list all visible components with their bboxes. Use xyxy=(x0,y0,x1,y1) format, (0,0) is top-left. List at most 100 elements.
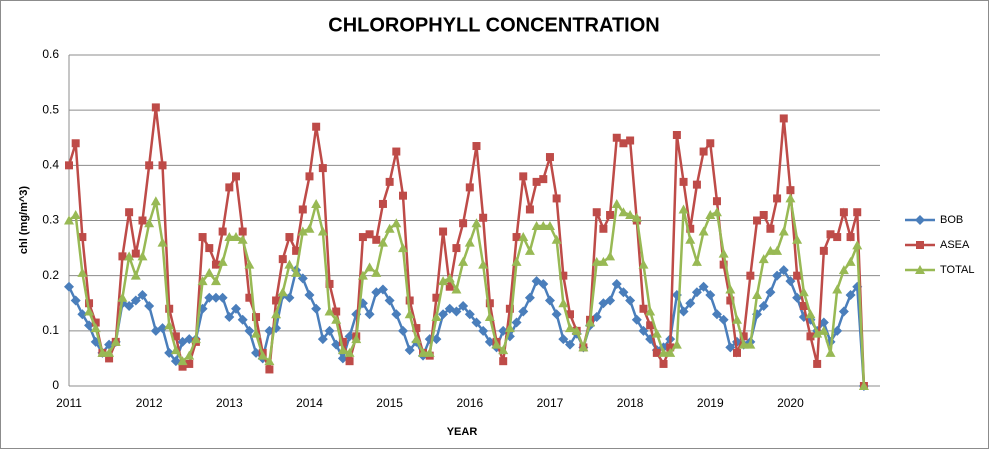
point-marker xyxy=(145,161,154,170)
point-marker xyxy=(479,213,488,222)
point-marker xyxy=(317,334,328,345)
point-marker xyxy=(178,362,187,371)
point-marker xyxy=(338,337,347,346)
point-marker xyxy=(705,209,716,219)
point-marker xyxy=(645,306,656,316)
point-marker xyxy=(611,198,622,208)
point-marker xyxy=(826,230,835,239)
point-marker xyxy=(504,323,515,333)
legend-label: TOTAL xyxy=(940,264,974,276)
point-marker xyxy=(399,191,407,200)
point-marker xyxy=(377,284,388,295)
x-tick-label: 2019 xyxy=(697,396,724,410)
point-marker xyxy=(471,218,482,228)
point-marker xyxy=(691,256,702,266)
point-marker xyxy=(745,339,756,349)
point-marker xyxy=(177,356,188,366)
point-marker xyxy=(732,314,742,324)
point-marker xyxy=(699,147,708,156)
point-marker xyxy=(277,287,288,297)
point-marker xyxy=(785,276,796,287)
point-marker xyxy=(524,292,535,303)
x-tick-label: 2018 xyxy=(617,396,644,410)
point-marker xyxy=(325,279,334,288)
point-marker xyxy=(218,227,227,236)
point-marker xyxy=(439,227,448,236)
point-marker xyxy=(551,234,562,244)
point-marker xyxy=(278,255,287,264)
point-marker xyxy=(184,350,195,360)
point-marker xyxy=(237,314,248,325)
point-marker xyxy=(144,218,155,228)
point-marker xyxy=(264,356,275,366)
point-marker xyxy=(518,306,529,317)
series-line xyxy=(67,107,866,387)
point-marker xyxy=(304,289,315,300)
point-marker xyxy=(224,312,235,323)
point-marker xyxy=(251,328,262,338)
point-marker xyxy=(778,265,789,276)
point-marker xyxy=(698,281,709,292)
point-marker xyxy=(244,259,255,269)
point-marker xyxy=(792,234,803,244)
point-marker xyxy=(818,317,829,328)
point-marker xyxy=(138,216,147,225)
point-marker xyxy=(639,304,648,313)
point-marker xyxy=(445,282,454,291)
point-marker xyxy=(64,215,74,225)
point-marker xyxy=(565,339,575,350)
point-marker xyxy=(812,328,823,338)
point-marker xyxy=(798,287,809,297)
point-marker xyxy=(659,359,668,368)
point-marker xyxy=(130,270,141,280)
point-marker xyxy=(465,183,474,192)
point-marker xyxy=(832,284,843,294)
point-marker xyxy=(718,314,729,325)
point-marker xyxy=(232,172,240,181)
point-marker xyxy=(665,347,676,357)
point-marker xyxy=(165,304,174,313)
point-marker xyxy=(685,298,696,309)
point-marker xyxy=(391,309,402,320)
point-marker xyxy=(150,196,161,206)
point-marker xyxy=(205,244,214,253)
point-marker xyxy=(97,347,108,357)
x-tick-label: 2011 xyxy=(56,396,82,410)
point-marker xyxy=(511,317,522,328)
chart-title: CHLOROPHYLL CONCENTRATION xyxy=(328,14,659,36)
point-marker xyxy=(679,177,688,186)
point-marker xyxy=(131,249,140,258)
x-tick-label: 2012 xyxy=(136,396,163,410)
point-marker xyxy=(324,306,335,316)
point-marker xyxy=(164,347,175,358)
point-marker xyxy=(137,289,148,300)
point-marker xyxy=(799,302,808,311)
point-marker xyxy=(365,230,374,239)
point-marker xyxy=(398,325,408,336)
point-marker xyxy=(404,345,415,356)
point-marker xyxy=(124,251,135,261)
point-marker xyxy=(544,295,555,306)
point-marker xyxy=(351,334,362,344)
point-marker xyxy=(631,212,642,222)
point-marker xyxy=(471,317,482,328)
y-tick-label: 0.2 xyxy=(42,268,59,282)
legend-label: ASEA xyxy=(940,239,970,251)
point-marker xyxy=(619,139,628,148)
point-marker xyxy=(364,262,375,272)
point-marker xyxy=(431,312,442,322)
point-marker xyxy=(759,210,768,219)
point-marker xyxy=(652,348,661,357)
point-marker xyxy=(392,147,401,156)
point-marker xyxy=(772,270,783,281)
point-marker xyxy=(137,251,148,261)
point-marker xyxy=(591,256,602,266)
point-marker xyxy=(105,354,114,363)
point-marker xyxy=(124,301,135,312)
point-marker xyxy=(311,303,322,314)
point-marker xyxy=(531,221,542,231)
point-marker xyxy=(746,271,755,280)
point-marker xyxy=(158,161,167,170)
point-marker xyxy=(678,204,689,214)
